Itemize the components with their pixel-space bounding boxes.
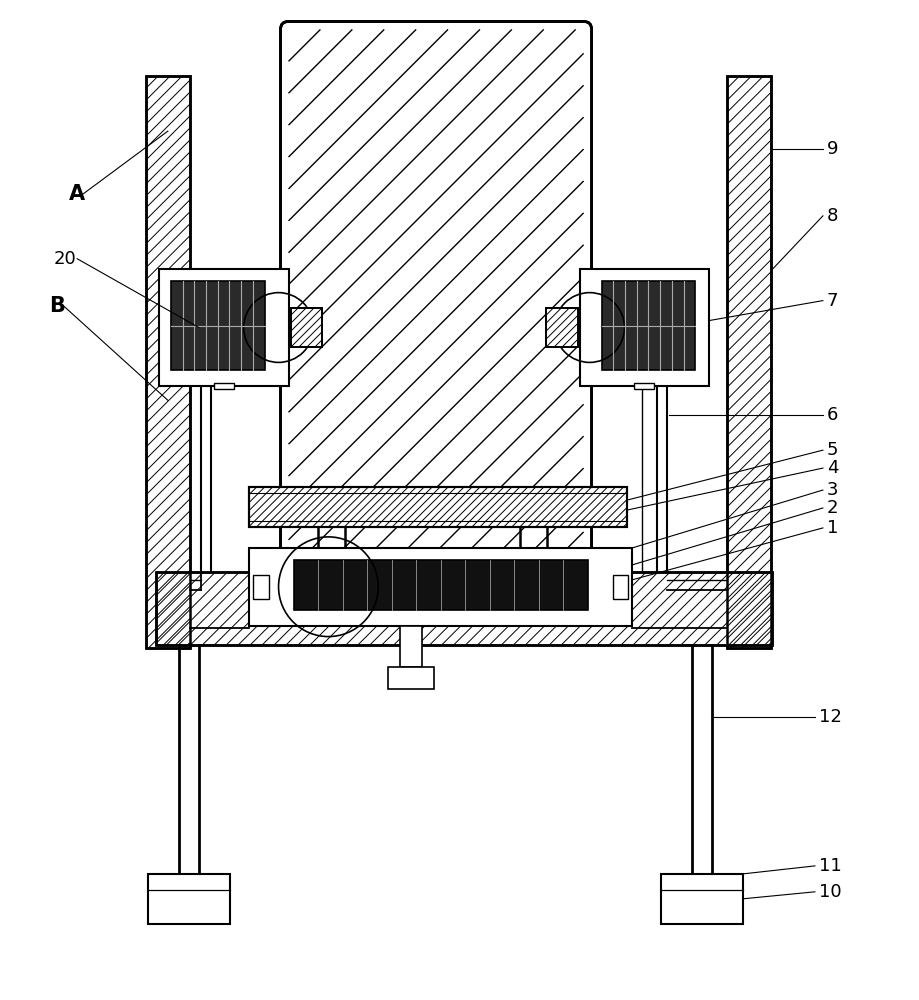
Bar [546,308,578,347]
Bar [546,308,578,347]
Bar [727,76,771,648]
Bar [146,76,190,648]
Bar [400,626,422,667]
Bar [388,667,434,689]
Text: 9: 9 [827,140,838,158]
Bar [293,560,587,610]
Bar [662,874,743,924]
Text: 2: 2 [827,499,838,517]
Text: 4: 4 [827,459,838,477]
Bar [249,548,632,626]
Text: 1: 1 [827,519,838,537]
Text: 11: 11 [819,857,842,875]
Text: 8: 8 [827,207,838,225]
FancyBboxPatch shape [280,21,592,566]
Bar [249,487,628,527]
Text: 12: 12 [819,708,842,726]
Bar [156,572,772,645]
Text: B: B [50,296,65,316]
Bar [580,269,709,386]
Text: 6: 6 [827,406,838,424]
Text: 20: 20 [53,250,76,268]
Bar [290,308,323,347]
Bar [727,76,771,648]
Bar [253,575,268,599]
Text: 5: 5 [827,441,838,459]
Bar [613,575,629,599]
Bar [249,487,628,527]
Bar [634,383,654,389]
Text: A: A [69,184,85,204]
Bar [148,874,230,924]
Bar [171,281,265,370]
Bar [290,308,323,347]
Bar [159,269,289,386]
Text: 10: 10 [819,883,842,901]
Text: 3: 3 [827,481,838,499]
Bar [602,281,696,370]
Bar [156,572,772,645]
Bar [214,383,233,389]
Text: 7: 7 [827,292,838,310]
Bar [146,76,190,648]
